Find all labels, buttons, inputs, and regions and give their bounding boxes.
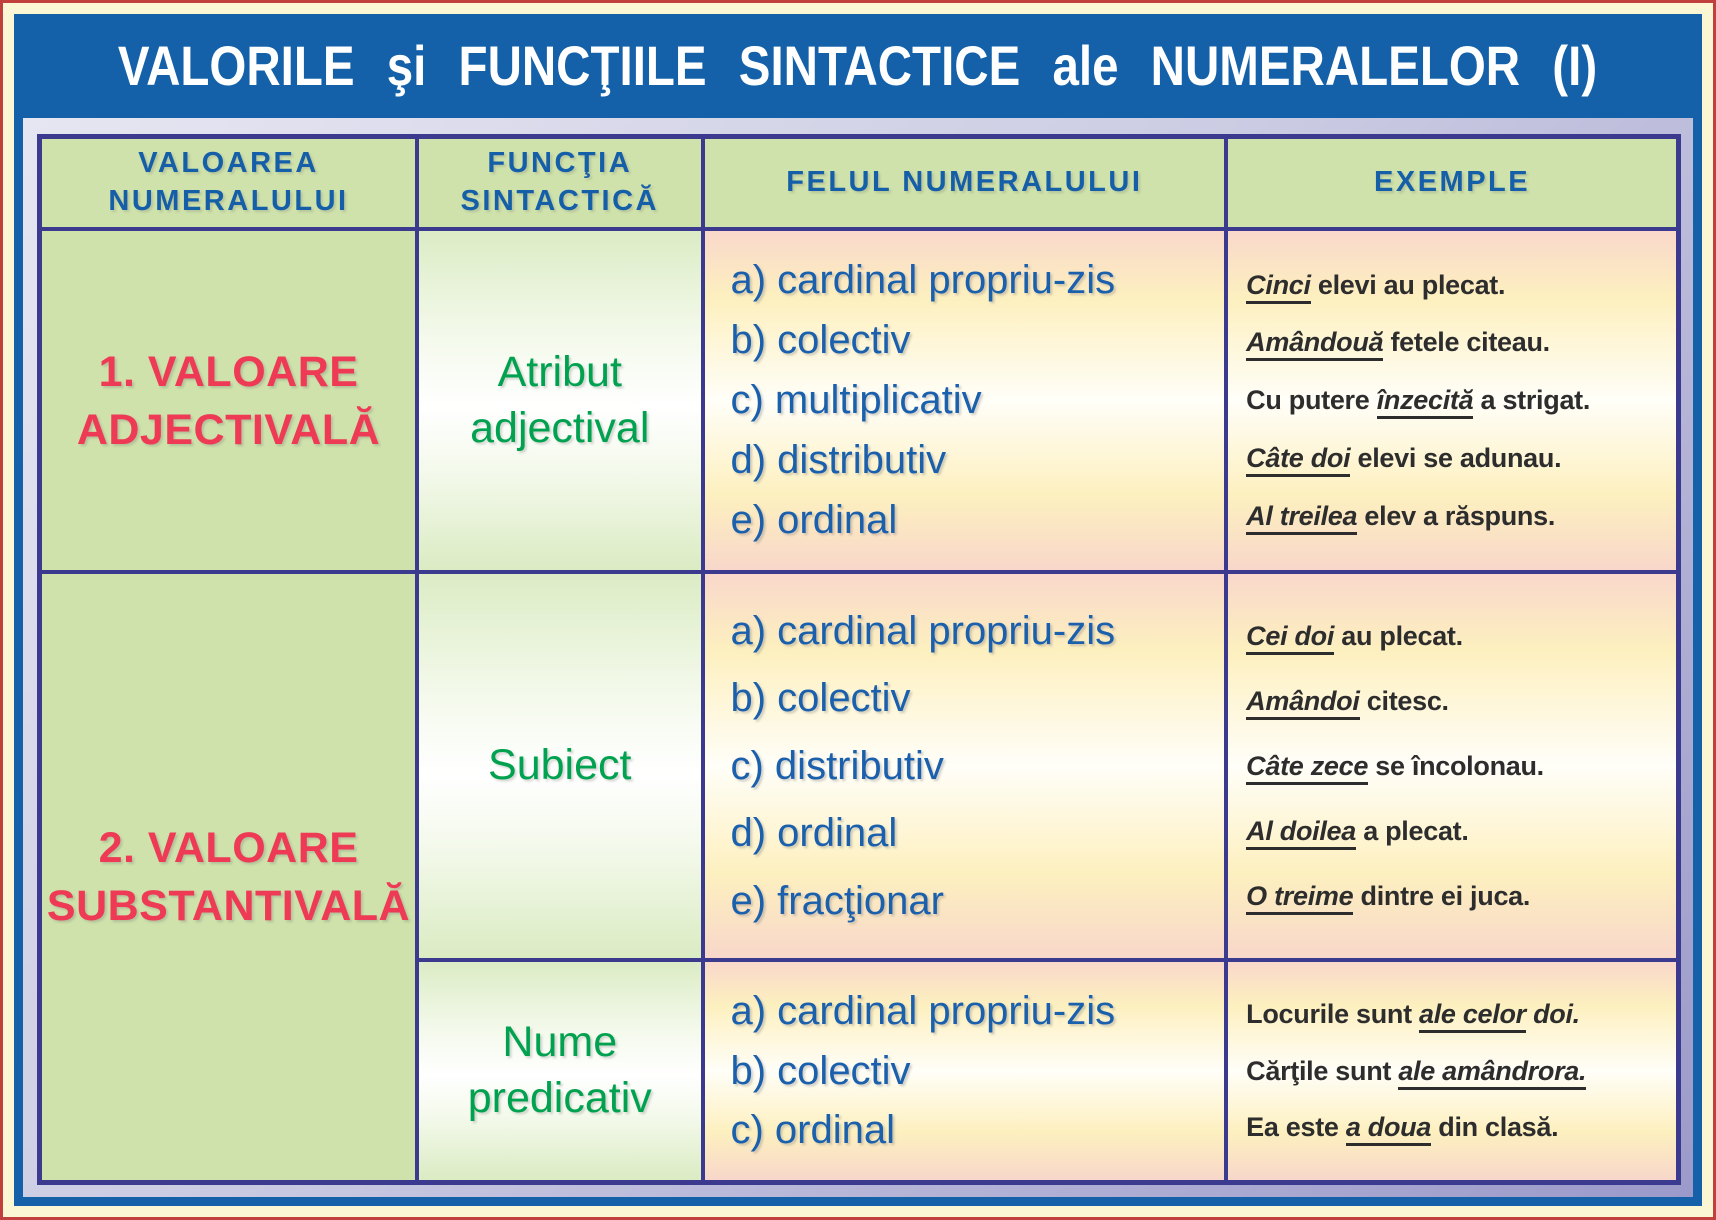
example-sentence: O treime dintre ei juca. <box>1246 881 1531 916</box>
example-segment: ale celor <box>1419 999 1526 1034</box>
example-segment: Amândouă <box>1246 327 1384 362</box>
kind-item: b) colectiv <box>730 318 911 363</box>
example-segment: elev a răspuns. <box>1357 500 1556 531</box>
poster-frame: VALORILE şi FUNCŢIILE SINTACTICE ale NUM… <box>14 14 1702 1206</box>
kind-item: e) ordinal <box>730 498 898 543</box>
example-sentence: Amândoi citesc. <box>1246 685 1449 720</box>
example-sentence: Câte doi elevi se adunau. <box>1246 442 1562 477</box>
example-segment: a plecat. <box>1356 815 1469 846</box>
kind-item: d) ordinal <box>730 811 898 856</box>
example-segment: se încolonau. <box>1368 750 1544 781</box>
header-valoarea-numeralului: VALOAREA NUMERALULUI <box>42 139 416 227</box>
example-segment: Al doilea <box>1246 815 1356 850</box>
example-sentence: Cărţile sunt ale amândrora. <box>1246 1055 1587 1090</box>
example-sentence: Cei doi au plecat. <box>1246 620 1463 655</box>
kind-item: b) colectiv <box>730 1048 911 1093</box>
example-segment: Câte zece <box>1246 750 1368 785</box>
example-segment: a strigat. <box>1473 385 1591 416</box>
function-cell-atribut-adjectival: Atribut adjectival <box>419 231 701 571</box>
example-segment: Câte doi <box>1246 442 1351 477</box>
example-segment: Cu putere <box>1246 385 1377 416</box>
examples-cell-nume-predicativ: Locurile sunt ale celor doi. Cărţile sunt… <box>1228 962 1676 1180</box>
kind-item: c) distributiv <box>730 743 944 788</box>
example-sentence: Ea este a doua din clasă. <box>1246 1111 1559 1146</box>
example-segment: a doua <box>1345 1111 1431 1146</box>
poster-title: VALORILE şi FUNCŢIILE SINTACTICE ale NUM… <box>118 34 1598 98</box>
example-segment: Al treilea <box>1246 500 1358 535</box>
example-segment: Cinci <box>1246 269 1311 304</box>
kind-item: e) fracţionar <box>730 878 944 923</box>
example-segment: elevi au plecat. <box>1310 269 1506 300</box>
numerals-table: VALOAREA NUMERALULUI FUNCŢIA SINTACTICĂ … <box>37 134 1681 1185</box>
kind-item: c) ordinal <box>730 1108 896 1153</box>
kind-item: a) cardinal propriu-zis <box>730 988 1116 1033</box>
example-segment: înzecită <box>1376 385 1474 420</box>
kinds-cell-nume-predicativ: a) cardinal propriu-zis b) colectiv c) ord… <box>704 962 1225 1180</box>
example-segment: fetele citeau. <box>1383 327 1550 358</box>
example-segment: Locurile sunt <box>1246 999 1419 1030</box>
kinds-cell-subiect: a) cardinal propriu-zis b) colectiv c) dis… <box>704 574 1225 959</box>
kinds-cell-atribut-adjectival: a) cardinal propriu-zis b) colectiv c) mul… <box>704 231 1225 571</box>
kind-item: a) cardinal propriu-zis <box>730 608 1116 653</box>
header-felul-numeralului: FELUL NUMERALULUI <box>704 139 1225 227</box>
example-segment: O treime <box>1246 881 1354 916</box>
example-segment: au plecat. <box>1334 620 1463 651</box>
example-segment: ale amândrora. <box>1398 1055 1587 1090</box>
example-sentence: Cinci elevi au plecat. <box>1246 269 1506 304</box>
header-exemple: EXEMPLE <box>1228 139 1676 227</box>
example-segment: din clasă. <box>1431 1111 1559 1142</box>
value-cell-adjectivala: 1. VALOARE ADJECTIVALĂ <box>42 231 416 571</box>
value-cell-substantivala: 2. VALOARE SUBSTANTIVALĂ <box>42 574 416 1180</box>
example-segment: Amândoi <box>1246 685 1360 720</box>
example-sentence: Amândouă fetele citeau. <box>1246 327 1550 362</box>
example-segment: doi. <box>1525 999 1580 1030</box>
kind-item: a) cardinal propriu-zis <box>730 258 1116 303</box>
header-functia-sintactica: FUNCŢIA SINTACTICĂ <box>419 139 701 227</box>
example-sentence: Cu putere înzecită a strigat. <box>1246 385 1591 420</box>
example-segment: Ea este <box>1246 1111 1346 1142</box>
example-sentence: Al treilea elev a răspuns. <box>1246 500 1556 535</box>
example-sentence: Al doilea a plecat. <box>1246 815 1469 850</box>
examples-cell-subiect: Cei doi au plecat. Amândoi citesc. Câte ze… <box>1228 574 1676 959</box>
kind-item: d) distributiv <box>730 438 947 483</box>
example-sentence: Câte zece se încolonau. <box>1246 750 1544 785</box>
title-band: VALORILE şi FUNCŢIILE SINTACTICE ale NUM… <box>23 14 1693 118</box>
function-cell-subiect: Subiect <box>419 574 701 959</box>
examples-cell-atribut-adjectival: Cinci elevi au plecat. Amândouă fetele ci… <box>1228 231 1676 571</box>
kind-item: b) colectiv <box>730 676 911 721</box>
function-cell-nume-predicativ: Nume predicativ <box>419 962 701 1180</box>
example-segment: citesc. <box>1359 685 1449 716</box>
kind-item: c) multiplicativ <box>730 378 982 423</box>
example-segment: Cărţile sunt <box>1246 1055 1399 1086</box>
table-panel: VALOAREA NUMERALULUI FUNCŢIA SINTACTICĂ … <box>23 118 1693 1197</box>
example-segment: dintre ei juca. <box>1353 881 1531 912</box>
example-sentence: Locurile sunt ale celor doi. <box>1246 999 1580 1034</box>
example-segment: Cei doi <box>1246 620 1334 655</box>
example-segment: elevi se adunau. <box>1350 442 1562 473</box>
